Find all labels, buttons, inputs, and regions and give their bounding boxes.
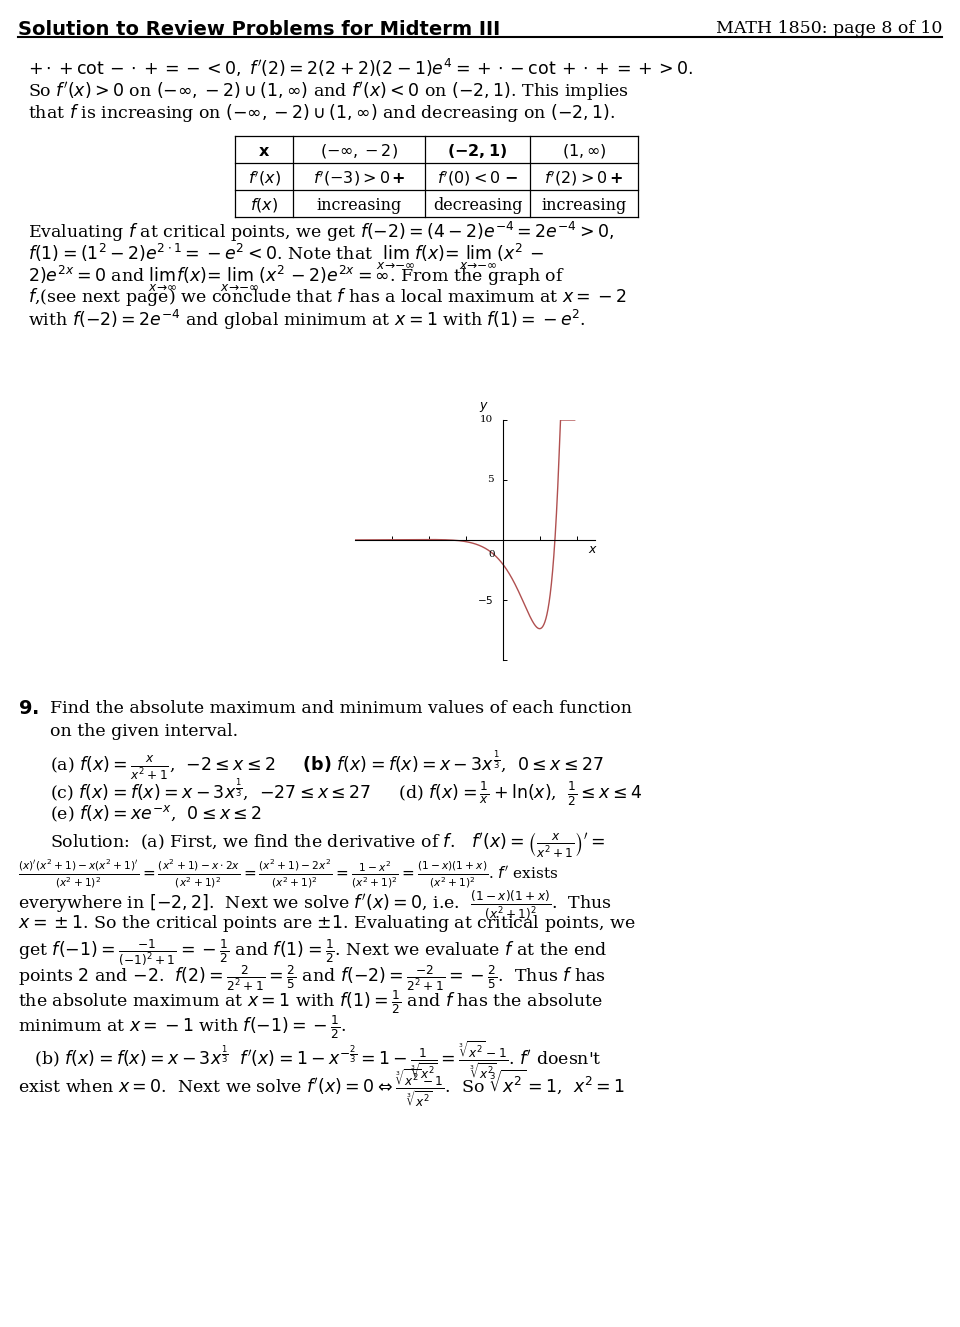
- Text: 5: 5: [487, 475, 493, 484]
- Text: $\mathbf{x}$: $\mathbf{x}$: [258, 143, 270, 161]
- Text: Find the absolute maximum and minimum values of each function: Find the absolute maximum and minimum va…: [50, 701, 632, 717]
- Text: exist when $x = 0$.  Next we solve $f'(x) = 0 \Leftrightarrow \frac{\sqrt[3]{x^2: exist when $x = 0$. Next we solve $f'(x)…: [18, 1068, 625, 1109]
- Text: (b) $f(x) = f(x) = x - 3x^{\frac{1}{3}}$  $f'(x) = 1 - x^{-\frac{2}{3}} = 1 - \f: (b) $f(x) = f(x) = x - 3x^{\frac{1}{3}}$…: [18, 1040, 602, 1082]
- Text: Evaluating $f$ at critical points, we get $f(-2) = (4-2)e^{-4} = 2e^{-4} > 0,$: Evaluating $f$ at critical points, we ge…: [28, 220, 614, 244]
- Text: $2)e^{2x} = 0$ and $\lim_{x\to\infty}f(x) = \lim_{x\to-\infty}(x^2-2)e^{2x} = \i: $2)e^{2x} = 0$ and $\lim_{x\to\infty}f(x…: [28, 264, 564, 295]
- Text: everywhere in $[-2,2]$.  Next we solve $f'(x) = 0$, i.e.  $\frac{(1-x)(1+x)}{(x^: everywhere in $[-2,2]$. Next we solve $f…: [18, 888, 612, 921]
- Text: $\mathbf{9.}$: $\mathbf{9.}$: [18, 701, 39, 718]
- Text: increasing: increasing: [541, 196, 627, 214]
- Text: $f(1) = (1^2-2)e^{2\cdot 1} = -e^2 < 0$. Note that $\lim_{x\to-\infty}f(x) = \li: $f(1) = (1^2-2)e^{2\cdot 1} = -e^2 < 0$.…: [28, 242, 544, 272]
- Text: $f'(2)>0\,\mathbf{+}$: $f'(2)>0\,\mathbf{+}$: [544, 169, 624, 188]
- Text: increasing: increasing: [317, 196, 401, 214]
- Text: points $2$ and $-2$.  $f(2) = \frac{2}{2^2+1} = \frac{2}{5}$ and $f(-2) = \frac{: points $2$ and $-2$. $f(2) = \frac{2}{2^…: [18, 963, 606, 993]
- Text: $f'(-3)>0\,\mathbf{+}$: $f'(-3)>0\,\mathbf{+}$: [313, 169, 405, 188]
- Text: $\frac{(x)'(x^2+1) - x(x^2+1)'}{(x^2+1)^2}= \frac{(x^2+1) - x \cdot 2x}{(x^2+1)^: $\frac{(x)'(x^2+1) - x(x^2+1)'}{(x^2+1)^…: [18, 859, 558, 890]
- Text: $-5$: $-5$: [477, 594, 493, 606]
- Text: $\mathbf{(-2,1)}$: $\mathbf{(-2,1)}$: [447, 142, 508, 161]
- Text: $f(x)$: $f(x)$: [250, 196, 278, 215]
- Text: decreasing: decreasing: [433, 196, 522, 214]
- Text: (e) $f(x) = xe^{-x}$,  $0 \leq x \leq 2$: (e) $f(x) = xe^{-x}$, $0 \leq x \leq 2$: [50, 804, 262, 824]
- Text: Solution to Review Problems for Midterm III: Solution to Review Problems for Midterm …: [18, 20, 500, 38]
- Text: the absolute maximum at $x = 1$ with $f(1) = \frac{1}{2}$ and $f$ has the absolu: the absolute maximum at $x = 1$ with $f(…: [18, 989, 603, 1015]
- Text: minimum at $x = -1$ with $f(-1) = -\frac{1}{2}$.: minimum at $x = -1$ with $f(-1) = -\frac…: [18, 1013, 347, 1040]
- Text: $+ \cdot + \cot - \cdot + = - < 0, \; f'(2) = 2(2+2)(2-1)e^4 = + \cdot - \cot + : $+ \cdot + \cot - \cdot + = - < 0, \; f'…: [28, 57, 693, 80]
- Text: (a) $f(x) = \frac{x}{x^2+1}$,  $-2 \leq x \leq 2$     $\mathbf{(b)}$ $f(x) = f(x: (a) $f(x) = \frac{x}{x^2+1}$, $-2 \leq x…: [50, 750, 604, 783]
- Text: 10: 10: [480, 415, 493, 425]
- Text: $(1,\infty)$: $(1,\infty)$: [562, 142, 607, 161]
- Text: $(-\infty,-2)$: $(-\infty,-2)$: [320, 142, 398, 161]
- Text: get $f(-1) = \frac{-1}{(-1)^2+1} = -\frac{1}{2}$ and $f(1) = \frac{1}{2}$. Next : get $f(-1) = \frac{-1}{(-1)^2+1} = -\fra…: [18, 938, 608, 969]
- Text: 0: 0: [489, 549, 495, 559]
- Text: $f'(0)<0\;\mathbf{-}$: $f'(0)<0\;\mathbf{-}$: [437, 169, 518, 188]
- Text: So $f'(x) > 0$ on $(-\infty,-2) \cup (1,\infty)$ and $f'(x) < 0$ on $(-2,1)$. Th: So $f'(x) > 0$ on $(-\infty,-2) \cup (1,…: [28, 80, 629, 104]
- Text: $f$,(see next page) we conclude that $f$ has a local maximum at $x = -2$: $f$,(see next page) we conclude that $f$…: [28, 287, 627, 308]
- Text: on the given interval.: on the given interval.: [50, 723, 238, 740]
- Text: Solution:  (a) First, we find the derivative of $f$.   $f'(x) = \left(\frac{x}{x: Solution: (a) First, we find the derivat…: [50, 829, 606, 859]
- Text: $y$: $y$: [479, 399, 490, 414]
- Text: with $f(-2) = 2e^{-4}$ and global minimum at $x = 1$ with $f(1) = -e^2$.: with $f(-2) = 2e^{-4}$ and global minimu…: [28, 308, 586, 332]
- Text: that $f$ is increasing on $(-\infty,-2) \cup (1,\infty)$ and decreasing on $(-2,: that $f$ is increasing on $(-\infty,-2) …: [28, 102, 615, 123]
- Text: (c) $f(x) = f(x) = x - 3x^{\frac{1}{3}}$,  $-27 \leq x \leq 27$     (d) $f(x) = : (c) $f(x) = f(x) = x - 3x^{\frac{1}{3}}$…: [50, 778, 642, 808]
- Text: $f'(x)$: $f'(x)$: [248, 169, 280, 188]
- Text: MATH 1850: page 8 of 10: MATH 1850: page 8 of 10: [715, 20, 942, 37]
- Text: $x$: $x$: [588, 543, 597, 556]
- Text: $x = \pm 1$. So the critical points are $\pm 1$. Evaluating at critical points, : $x = \pm 1$. So the critical points are …: [18, 913, 636, 934]
